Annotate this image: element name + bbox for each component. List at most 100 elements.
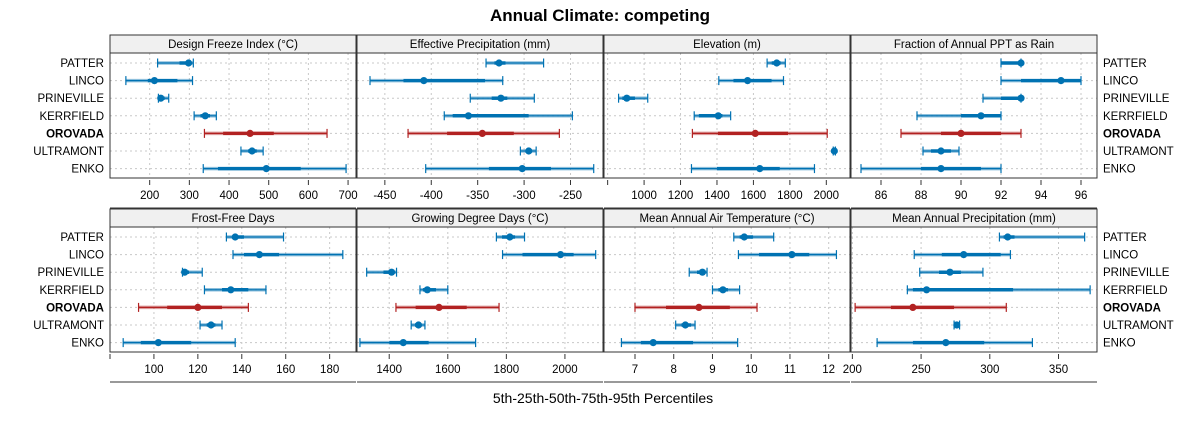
median-point [387,268,396,276]
median-point [1004,233,1012,241]
median-point [623,94,631,102]
row-label: OROVADA [1103,128,1161,140]
x-tick-label: 1400 [704,190,730,202]
median-point [942,339,950,347]
panel-0: Design Freeze Index (°C) 200 300 400 500 600 7… [33,34,358,209]
median-point [681,321,689,329]
row-label: KERRFIELD [1103,111,1168,123]
x-tick-label: 160 [276,364,295,376]
x-tick-label: 11 [784,364,796,376]
panel-4: Frost-Free Days 100 120 140 160 180 PATTER LINC… [33,208,357,383]
x-tick-label: 2000 [552,364,578,376]
median-point [937,147,945,155]
median-point [556,251,565,259]
median-point [922,286,931,294]
x-tick-label: 1600 [741,190,767,202]
x-tick-label: -250 [559,190,582,202]
panel-5: Growing Degree Days (°C) 1400 1600 1800 2000 [356,208,604,383]
x-tick-label: 9 [709,364,715,376]
median-point [518,165,526,173]
x-tick-label: 100 [144,364,163,376]
x-tick-label: 2000 [814,190,840,202]
x-axis-label: 5th-25th-50th-75th-95th Percentiles [493,390,713,406]
x-tick-label: 1600 [435,364,461,376]
median-point [495,59,503,67]
median-point [525,147,533,155]
x-tick-label: 250 [911,364,930,376]
median-point [184,59,193,67]
panel-border [109,52,357,179]
row-label: OROVADA [46,128,104,140]
x-tick-label: 180 [320,364,339,376]
median-point [435,303,443,311]
panel-border [603,52,851,179]
panel-3: Fraction of Annual PPT as Rain 86 88 90 92 94… [850,34,1174,209]
row-label: KERRFIELD [39,285,104,297]
x-tick-label: -300 [513,190,536,202]
panel-border [356,52,604,179]
median-point [773,59,781,67]
median-point [649,339,657,347]
median-point [719,286,727,294]
median-point [420,77,428,85]
median-point [201,112,209,120]
x-tick-label: 12 [822,364,835,376]
x-tick-label: 350 [1049,364,1068,376]
x-tick-label: 300 [980,364,999,376]
median-point [698,268,707,276]
panel-title: Frost-Free Days [191,213,274,225]
median-point [695,303,703,311]
panel-border [850,52,1098,179]
panel-7: Mean Annual Precipitation (mm) 200 250 300 3… [843,208,1174,383]
median-point [506,233,514,241]
x-tick-label: 94 [1035,190,1048,202]
x-tick-label: 96 [1075,190,1088,202]
chart-title: Annual Climate: competing [490,6,710,25]
median-point [957,129,965,137]
x-tick-label: 10 [745,364,758,376]
row-label: KERRFIELD [1103,285,1168,297]
row-label: PATTER [60,232,104,244]
median-point [1057,77,1065,85]
median-point [255,251,263,259]
x-tick-label: 700 [338,190,357,202]
median-point [262,165,270,173]
x-tick-label: -450 [373,190,396,202]
median-point [194,303,202,311]
panel-border [603,226,851,353]
x-tick-label: 200 [140,190,159,202]
row-label: PRINEVILLE [1103,267,1170,279]
median-point [497,94,505,102]
panel-title: Effective Precipitation (mm) [410,39,551,51]
panel-title: Fraction of Annual PPT as Rain [894,39,1054,51]
median-point [157,94,165,102]
median-point [1017,59,1025,67]
x-tick-label: -350 [466,190,489,202]
panel-title: Elevation (m) [693,39,761,51]
x-tick-label: 1800 [494,364,520,376]
panel-border [850,226,1098,353]
row-label: ULTRAMONT [33,146,104,158]
median-point [478,129,486,137]
median-point [231,233,239,241]
x-tick-label: 90 [955,190,968,202]
panel-1: Effective Precipitation (mm) -450 -400 -350… [356,34,604,209]
row-label: ENKO [1103,338,1136,350]
row-label: PATTER [1103,58,1147,70]
median-point [714,112,722,120]
x-tick-label: 1800 [777,190,803,202]
row-label: ULTRAMONT [1103,320,1174,332]
panel-border [356,226,604,353]
x-tick-label: 600 [299,190,318,202]
median-point [207,321,215,329]
median-point [414,321,423,329]
x-tick-label: 140 [232,364,251,376]
median-point [743,77,752,85]
row-label: ENKO [1103,164,1136,176]
row-label: LINCO [1103,250,1138,262]
median-point [227,286,235,294]
row-label: ULTRAMONT [33,320,104,332]
x-tick-label: 500 [259,190,278,202]
row-label: PRINEVILLE [38,93,105,105]
